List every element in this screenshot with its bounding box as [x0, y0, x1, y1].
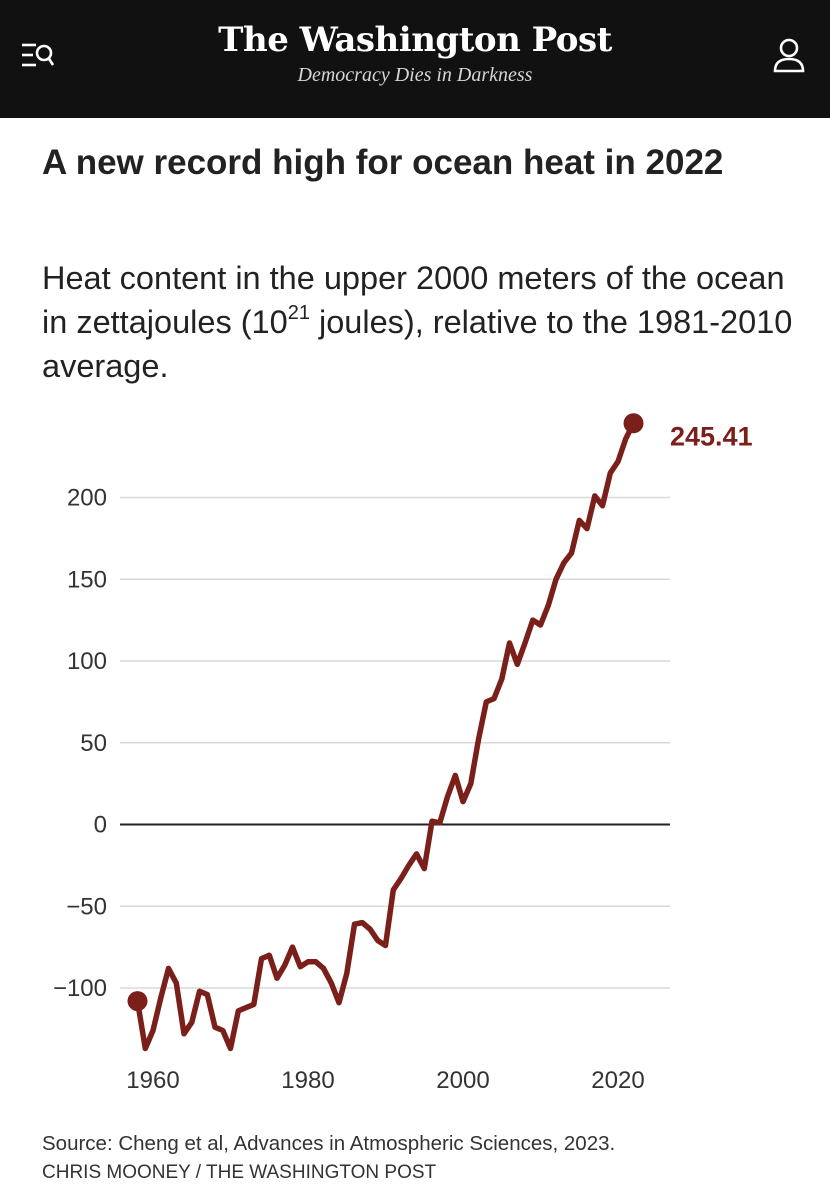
y-tick-label: 0: [94, 812, 107, 839]
user-icon[interactable]: [766, 34, 812, 80]
x-tick-label: 1960: [126, 1067, 179, 1094]
y-tick-label: 150: [67, 566, 107, 593]
chart-subhead: Heat content in the upper 2000 meters of…: [42, 256, 802, 388]
y-tick-label: −100: [53, 975, 107, 1002]
chart-headline: A new record high for ocean heat in 2022: [42, 143, 724, 182]
masthead: The Washington Post Democracy Dies in Da…: [0, 18, 830, 88]
y-tick-label: −50: [66, 893, 107, 920]
end-point-marker: [623, 413, 644, 434]
series-line: [134, 420, 637, 1052]
x-tick-label: 2020: [591, 1067, 644, 1094]
start-point-marker: [127, 991, 148, 1012]
subhead-text: Heat content in the upper 2000 meters of…: [42, 260, 785, 340]
site-logo[interactable]: The Washington Post: [218, 20, 612, 60]
y-tick-label: 100: [67, 648, 107, 675]
top-navigation-bar: The Washington Post Democracy Dies in Da…: [0, 0, 830, 118]
chart-credit: CHRIS MOONEY / THE WASHINGTON POST: [42, 1162, 437, 1183]
final-value-label: 245.41: [670, 421, 753, 451]
subhead-text-end: joules), relative to the 1981-2010 avera…: [42, 304, 793, 384]
chart-source: Source: Cheng et al, Advances in Atmosph…: [42, 1132, 616, 1155]
y-tick-label: 200: [67, 485, 107, 512]
x-tick-label: 2000: [436, 1067, 489, 1094]
subhead-exponent: 21: [287, 302, 310, 325]
y-tick-label: 50: [80, 730, 107, 757]
ocean-heat-line-chart: 200 150 100 50 0 −50 −100 1960 1980 2000 2020 245.4…: [53, 413, 753, 1094]
menu-search-icon[interactable]: [16, 36, 62, 76]
site-tagline: Democracy Dies in Darkness: [297, 64, 533, 86]
x-tick-label: 1980: [281, 1067, 334, 1094]
